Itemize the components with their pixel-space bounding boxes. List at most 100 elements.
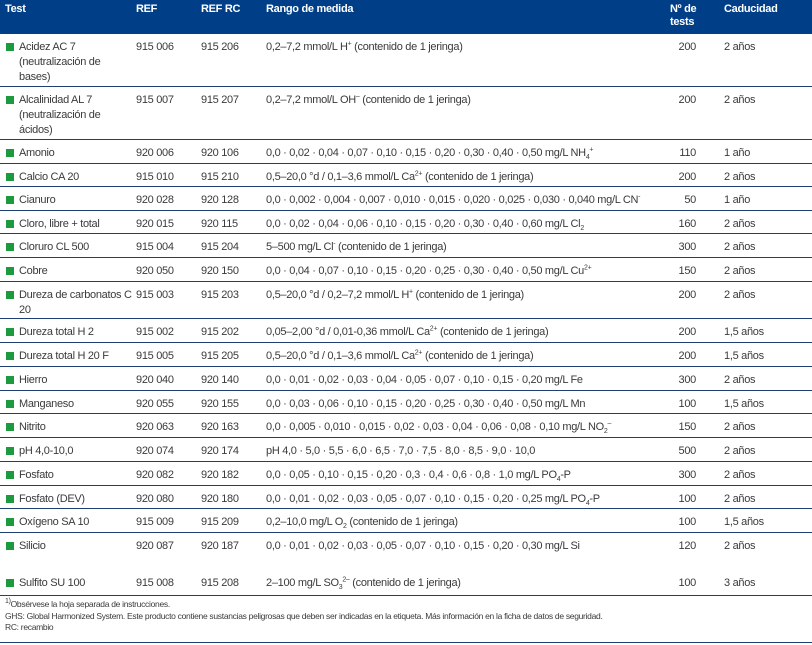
- range-segment: (contenido de 1 jeringa): [335, 241, 447, 253]
- ref-number: 920 006: [136, 147, 174, 159]
- n-tests: 300: [678, 374, 697, 386]
- green-square-marker-icon: [6, 400, 14, 408]
- test-name: Cianuro: [19, 194, 56, 206]
- test-name: Oxígeno SA 10: [19, 516, 90, 528]
- test-name: Alcalinidad AL 7 (neutralización de ácid…: [19, 94, 101, 136]
- test-name: Amonio: [19, 147, 55, 159]
- n-tests: 160: [678, 218, 697, 230]
- range-segment: +: [347, 40, 352, 48]
- ref-number: 920 082: [136, 469, 174, 481]
- range-segment: 0,5–20,0 °d / 0,2–7,2 mmol/L H: [266, 289, 409, 301]
- range-segment: 0,5–20,0 °d / 0,1–3,6 mmol/L Ca: [266, 350, 415, 362]
- header-n-tests: Nº de tests: [670, 3, 697, 28]
- test-name: Acidez AC 7 (neutralización de bases): [19, 41, 101, 83]
- ref-rc-number: 915 208: [201, 577, 239, 589]
- n-tests: 200: [678, 41, 697, 53]
- table-row: Cloruro CL 500 915 004 915 204 5–500 mg/L C…: [0, 234, 812, 258]
- table-row: Amonio 920 006 920 106 0,0 · 0,02 · 0,04 · …: [0, 140, 812, 164]
- range-segment: 0,05–2,00 °d / 0,01-0,36 mmol/L Ca: [266, 326, 430, 338]
- green-square-marker-icon: [6, 579, 14, 587]
- expiry: 2 años: [724, 41, 756, 53]
- ref-number: 920 074: [136, 445, 174, 457]
- range-segment: 0,0 · 0,002 · 0,004 · 0,007 · 0,010 · 0,…: [266, 194, 639, 206]
- green-square-marker-icon: [6, 495, 14, 503]
- measurement-range: 0,0 · 0,01 · 0,02 · 0,03 · 0,04 · 0,05 ·…: [266, 373, 583, 388]
- range-segment: -: [333, 240, 336, 248]
- ref-number: 920 040: [136, 374, 174, 386]
- ref-rc-number: 920 187: [201, 540, 239, 552]
- test-name: Dureza de carbonatos C 20: [19, 289, 132, 316]
- range-segment: 0,0 · 0,01 · 0,02 · 0,03 · 0,04 · 0,05 ·…: [266, 374, 583, 386]
- ref-number: 915 009: [136, 516, 174, 528]
- header-ref: REF: [136, 3, 158, 15]
- test-name: Cloruro CL 500: [19, 241, 89, 253]
- range-segment: (contenido de 1 jeringa): [422, 350, 534, 362]
- test-name: Dureza total H 20 F: [19, 350, 109, 362]
- measurement-range: 0,5–20,0 °d / 0,2–7,2 mmol/L H+ (conteni…: [266, 288, 524, 303]
- n-tests: 150: [678, 421, 697, 433]
- test-name: Sulfito SU 100: [19, 577, 86, 589]
- ref-rc-number: 920 150: [201, 265, 239, 277]
- test-name: Calcio CA 20: [19, 171, 79, 183]
- test-name: Dureza total H 2: [19, 326, 94, 338]
- ref-rc-number: 915 202: [201, 326, 239, 338]
- range-segment: 4: [585, 154, 590, 162]
- green-square-marker-icon: [6, 328, 14, 336]
- n-tests: 100: [678, 493, 697, 505]
- test-name: pH 4,0-10,0: [19, 445, 74, 457]
- range-segment: (contenido de 1 jeringa): [437, 326, 549, 338]
- table-row: Oxígeno SA 10 915 009 915 209 0,2–10,0 mg/L…: [0, 509, 812, 533]
- ref-rc-number: 915 209: [201, 516, 239, 528]
- test-name: Cobre: [19, 265, 48, 277]
- table-header: Test REF REF RC Rango de medida Nº de te…: [0, 0, 812, 34]
- ref-rc-number: 920 182: [201, 469, 239, 481]
- header-range: Rango de medida: [266, 3, 354, 15]
- footnotes: 1)Obsérvese la hoja separada de instrucc…: [5, 598, 603, 634]
- table-row: pH 4,0-10,0 920 074 920 174 pH 4,0 · 5,0 · …: [0, 438, 812, 462]
- green-square-marker-icon: [6, 352, 14, 360]
- range-segment: (contenido de 1 jeringa): [349, 577, 461, 589]
- ref-rc-number: 920 106: [201, 147, 239, 159]
- ref-number: 915 005: [136, 350, 174, 362]
- table-row: Alcalinidad AL 7 (neutralización de ácid…: [0, 87, 812, 140]
- expiry: 2 años: [724, 218, 756, 230]
- expiry: 2 años: [724, 493, 756, 505]
- range-segment: (contenido de 1 jeringa): [412, 289, 525, 301]
- expiry: 1,5 años: [724, 326, 764, 338]
- expiry: 2 años: [724, 445, 756, 457]
- table-row: Dureza de carbonatos C 20 915 003 915 203 0…: [0, 282, 812, 319]
- measurement-range: 0,0 · 0,03 · 0,06 · 0,10 · 0,15 · 0,20 ·…: [266, 397, 586, 412]
- measurement-range: 0,0 · 0,04 · 0,07 · 0,10 · 0,15 · 0,20 ·…: [266, 264, 592, 279]
- n-tests: 300: [678, 241, 697, 253]
- range-segment: (contenido de 1 jeringa): [422, 171, 534, 183]
- measurement-range: 0,5–20,0 °d / 0,1–3,6 mmol/L Ca2+ (conte…: [266, 170, 534, 185]
- expiry: 2 años: [724, 540, 756, 552]
- n-tests: 200: [678, 326, 697, 338]
- n-tests: 200: [678, 94, 697, 106]
- ref-number: 915 010: [136, 171, 174, 183]
- footnote-ghs: GHS: Global Harmonized System. Este prod…: [5, 610, 603, 621]
- footnote-mark: 1): [5, 598, 11, 606]
- range-segment: 0,2–10,0 mg/L O: [266, 516, 344, 528]
- range-segment: -: [638, 193, 641, 201]
- expiry: 2 años: [724, 94, 756, 106]
- ref-number: 920 063: [136, 421, 174, 433]
- range-segment: 0,0 · 0,05 · 0,10 · 0,15 · 0,20 · 0,3 · …: [266, 469, 557, 481]
- range-segment: 4: [585, 500, 590, 508]
- range-segment: 5–500 mg/L Cl: [266, 241, 334, 253]
- n-tests: 200: [678, 350, 697, 362]
- n-tests: 200: [678, 289, 697, 301]
- ref-rc-number: 915 210: [201, 171, 239, 183]
- green-square-marker-icon: [6, 243, 14, 251]
- ref-rc-number: 920 180: [201, 493, 239, 505]
- measurement-range: pH 4,0 · 5,0 · 5,5 · 6,0 · 6,5 · 7,0 · 7…: [266, 444, 535, 459]
- ref-rc-number: 920 174: [201, 445, 239, 457]
- measurement-range: 0,2–10,0 mg/L O2 (contenido de 1 jeringa…: [266, 515, 458, 530]
- measurement-range: 0,0 · 0,002 · 0,004 · 0,007 · 0,010 · 0,…: [266, 193, 641, 208]
- test-name: Cloro, libre + total: [19, 218, 100, 230]
- measurement-range: 0,0 · 0,02 · 0,04 · 0,06 · 0,10 · 0,15 ·…: [266, 217, 584, 232]
- n-tests: 50: [684, 194, 696, 206]
- ref-number: 920 015: [136, 218, 174, 230]
- test-name: Fosfato (DEV): [19, 493, 85, 505]
- test-name: Hierro: [19, 374, 48, 386]
